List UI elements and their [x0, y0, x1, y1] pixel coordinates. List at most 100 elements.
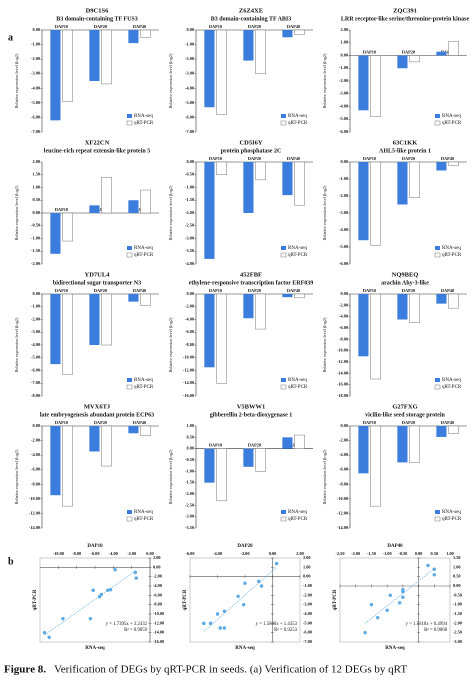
x-tick-label: -2.00 [127, 551, 136, 556]
y-tick-label: -1.00 [185, 184, 194, 189]
point [108, 588, 113, 592]
y-tick-label: -2.50 [185, 502, 194, 507]
y-tick-label: -4.00 [153, 583, 162, 588]
y-tick-label: -1.50 [31, 248, 40, 253]
x-tick-label: DAP10 [363, 420, 376, 425]
y-axis-label: Relative expression level (log2) [14, 317, 19, 372]
y-tick-label: -3.00 [339, 91, 348, 96]
legend-label: RNA-seq [442, 510, 461, 515]
y-tick-label: -8.00 [31, 481, 40, 486]
x-tick-label: DAP40 [133, 207, 146, 212]
y-tick-label: -2.00 [185, 491, 194, 496]
y-tick-label: -2.00 [185, 210, 194, 215]
y-axis-label: Relative expression level (log2) [168, 185, 173, 240]
point [202, 621, 206, 626]
bar [370, 293, 381, 380]
bar [358, 55, 369, 111]
y-tick-label: -2.50 [185, 223, 194, 228]
legend-swatch [126, 252, 133, 258]
y-tick-label: 0.50 [186, 434, 194, 439]
y-tick-label: -0.50 [185, 457, 194, 462]
y-tick-label: -7.00 [31, 380, 40, 385]
bar [128, 294, 139, 302]
panel-label: b [8, 556, 14, 567]
chart-title: ZQC391 [393, 7, 417, 14]
y-tick-label: -6.00 [185, 114, 194, 119]
y-tick-label: -1.00 [31, 235, 40, 240]
x-tick-label: DAP40 [441, 49, 454, 54]
y-tick-label: -4.00 [185, 261, 194, 266]
y-tick-label: -6.00 [339, 261, 348, 266]
legend-swatch [281, 246, 286, 250]
bar [204, 448, 215, 483]
bar [140, 29, 151, 38]
bar [216, 293, 227, 384]
y-tick-label: 1.00 [186, 423, 194, 428]
x-tick-label: DAP10 [363, 156, 376, 161]
bar [358, 294, 369, 357]
y-tick-label: -2.00 [339, 438, 348, 443]
x-tick-label: DAP20 [248, 156, 261, 161]
bar [282, 294, 293, 298]
y-tick-label: -6.00 [31, 114, 40, 119]
chart-subtitle: arachin Ahy-3-like [381, 280, 429, 286]
legend-swatch [127, 114, 132, 118]
x-tick-label: DAP40 [287, 288, 300, 293]
y-tick-label: 1.50 [453, 555, 461, 560]
y-tick-label: -2.00 [185, 304, 194, 309]
point [243, 581, 247, 585]
legend-label: RNA-seq [442, 114, 461, 119]
point [257, 579, 261, 584]
legend-label: qRT-PCR [442, 517, 462, 522]
bar [448, 161, 459, 166]
legend-label: qRT-PCR [288, 385, 308, 390]
y-tick-label: 0.00 [186, 446, 194, 451]
legend-swatch [127, 378, 132, 382]
bar [101, 293, 112, 346]
y-tick-label: 0.00 [340, 423, 348, 428]
y-tick-label: -16.00 [183, 393, 194, 398]
y-tick-label: -14.00 [153, 630, 164, 635]
y-tick-label: 1.00 [453, 564, 461, 569]
y-tick-label: -4.00 [303, 611, 312, 616]
y-tick-label: 0.00 [186, 27, 194, 32]
chart-subtitle: late embryogenesis abundant protein ECP6… [40, 412, 154, 418]
x-tick-label: -4.00 [213, 551, 222, 556]
y-tick-label: -16.00 [337, 382, 348, 387]
point [99, 592, 104, 597]
x-tick-label: DAP20 [94, 420, 107, 425]
y-tick-label: -1.50 [185, 197, 194, 202]
y-tick-label: 2.00 [340, 27, 348, 32]
chart-subtitle: vicilin-like seed storage protein [365, 412, 445, 418]
x-tick-label: DAP20 [94, 24, 107, 29]
bar [243, 294, 254, 319]
legend-swatch [127, 246, 132, 250]
y-tick-label: -1.00 [453, 602, 462, 607]
bar [89, 205, 100, 213]
y-tick-label: 2.00 [32, 159, 40, 164]
legend-swatch [126, 384, 133, 390]
y-tick-label: -10.00 [183, 355, 194, 360]
bar [216, 448, 227, 502]
y-axis-label: qRT-PCR [33, 589, 38, 610]
legend-label: RNA-seq [134, 378, 153, 383]
x-tick-label: DAP20 [402, 49, 415, 54]
point [47, 635, 51, 640]
x-tick-label: -8.00 [72, 551, 81, 556]
bar [409, 55, 420, 63]
x-tick-label: DAP20 [94, 207, 107, 212]
y-tick-label: 1.50 [32, 172, 40, 177]
bar [282, 437, 293, 449]
legend-swatch [434, 252, 441, 258]
y-tick-label: -7.00 [31, 129, 40, 134]
y-tick-label: -1.00 [339, 65, 348, 70]
y-axis-label: Relative expression level (log2) [14, 449, 19, 504]
chart-subtitle: LRR receptor-like serine/threonine-prote… [341, 16, 470, 22]
equation: y = 1.5318x + 0.4994 [406, 622, 448, 627]
chart-subtitle: protein phosphatase 2C [221, 148, 282, 154]
bar [436, 51, 447, 56]
y-tick-label: 2.00 [303, 555, 311, 560]
y-tick-label: 0.00 [303, 574, 311, 579]
x-axis-label: RNA-seq [85, 646, 105, 651]
y-tick-label: -8.00 [339, 481, 348, 486]
